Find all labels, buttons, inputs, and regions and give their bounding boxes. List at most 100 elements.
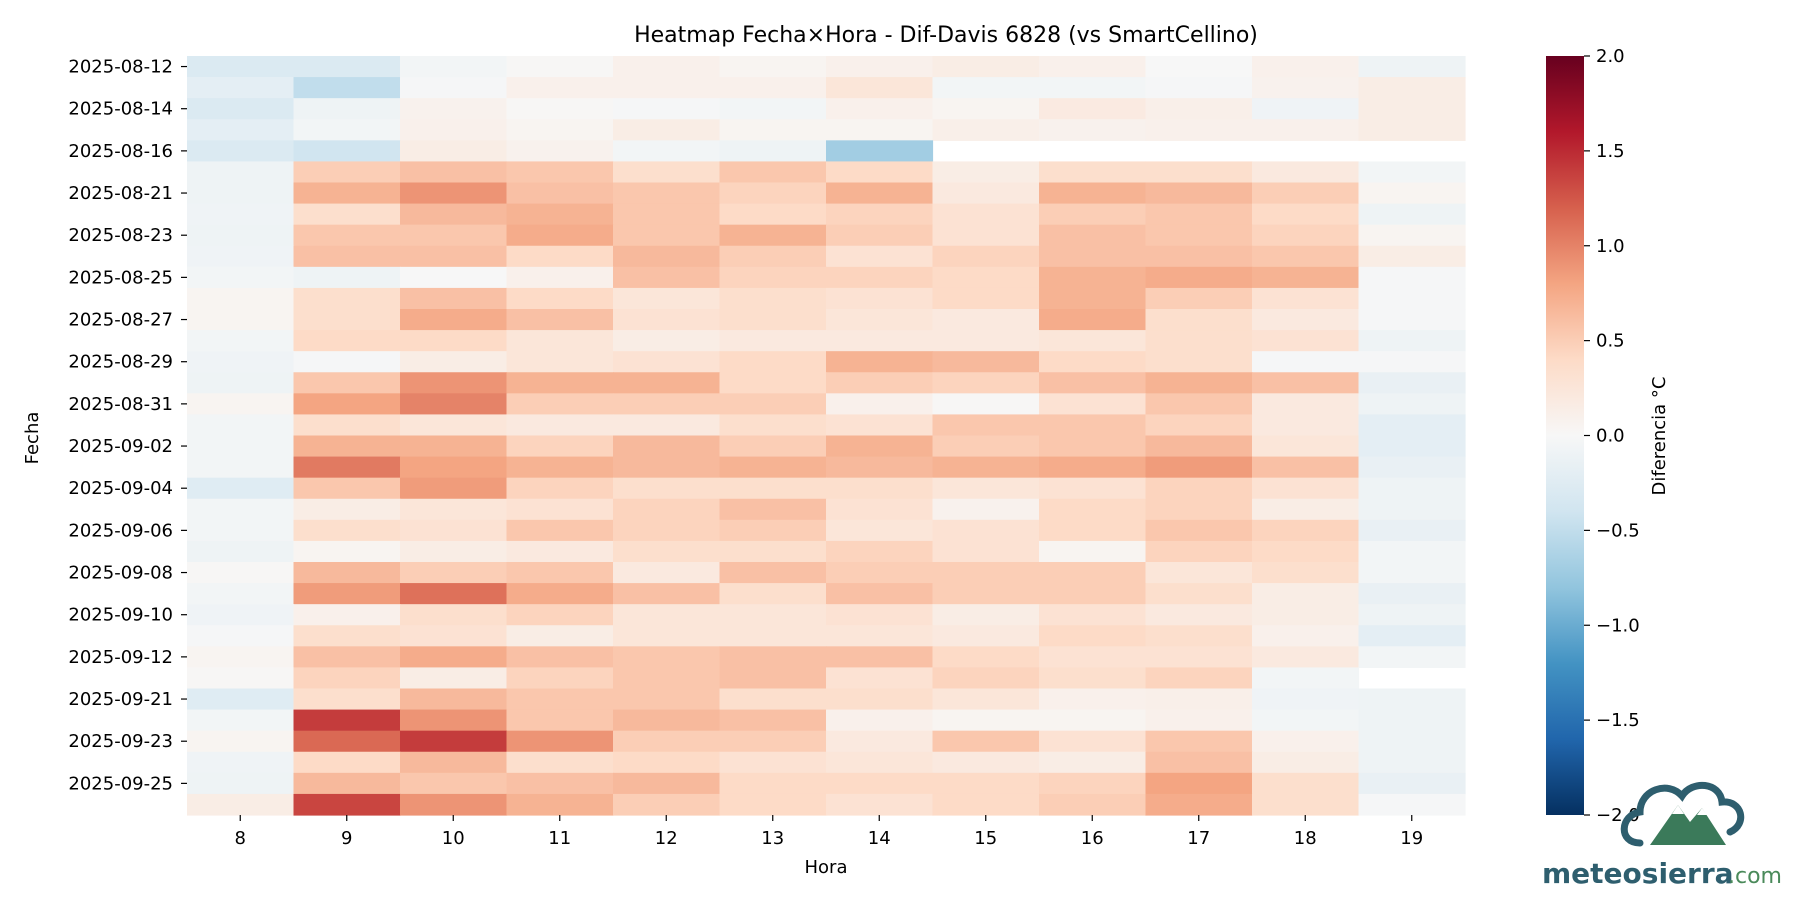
heatmap-cell [1358,266,1466,289]
heatmap-cell [1039,646,1147,669]
heatmap-cell [506,119,614,141]
heatmap-cell [932,730,1040,753]
heatmap-cell [506,245,614,268]
x-tick-label: 14 [868,828,891,849]
heatmap-cell [932,793,1040,816]
heatmap-cell [1145,182,1253,205]
heatmap-cell [826,730,934,753]
heatmap-cell [826,667,934,690]
heatmap-cell [1358,245,1466,268]
heatmap-cell [187,625,295,647]
heatmap-cell [1145,730,1253,753]
heatmap-cell [1252,77,1360,99]
heatmap-cell [1145,287,1253,310]
y-tick-label: 2025-08-21 [68,183,173,204]
heatmap-cell [400,519,508,542]
heatmap-cell [1039,224,1147,247]
heatmap-cell [1358,161,1466,184]
heatmap-cell [1252,98,1360,120]
heatmap-cell [932,98,1040,120]
colorbar-tick-label: 1.5 [1596,141,1625,162]
heatmap-cell [1145,793,1253,816]
heatmap-cell [719,646,827,669]
x-tick-label: 19 [1400,828,1423,849]
heatmap-cell [187,119,295,141]
heatmap-cell [826,182,934,205]
heatmap-cell [826,646,934,669]
heatmap-cell [1358,793,1466,816]
x-tick-label: 12 [655,828,678,849]
colorbar-tick-label: 0.0 [1596,426,1625,447]
colorbar-tick-label: −1.0 [1596,615,1640,636]
heatmap-cell [826,540,934,563]
heatmap-cell [1358,562,1466,584]
heatmap-cell [719,119,827,141]
heatmap-cell [400,287,508,310]
heatmap-cell [293,393,401,416]
heatmap-cell [506,393,614,416]
heatmap-cell [187,562,295,584]
heatmap-cell [1358,351,1466,373]
heatmap-cell [1039,583,1147,605]
y-tick-label: 2025-09-25 [68,773,173,794]
heatmap-cell [932,562,1040,584]
heatmap-cell [613,793,721,816]
heatmap-cell [719,77,827,99]
logo-text-main: meteosierra [1542,857,1734,890]
heatmap-cell [293,330,401,352]
heatmap-cell [719,583,827,605]
heatmap-cell [1039,182,1147,205]
heatmap-cell [1145,625,1253,647]
heatmap-cell [826,456,934,479]
colorbar-tick-label: −1.5 [1596,710,1640,731]
heatmap-cell [932,266,1040,289]
heatmap-cell [187,266,295,289]
x-axis-label: Hora [805,857,848,878]
heatmap-cell [613,667,721,690]
heatmap-cell [400,119,508,141]
heatmap-cell [1252,646,1360,669]
heatmap-cell [400,77,508,99]
heatmap-cell [293,730,401,753]
heatmap-cell [1252,287,1360,310]
heatmap-cell [932,583,1040,605]
heatmap-cell [613,203,721,226]
heatmap-cell [719,730,827,753]
heatmap-cell [506,372,614,394]
heatmap-cell [613,498,721,521]
heatmap-cell [826,772,934,795]
heatmap-cell [293,667,401,690]
heatmap-cell [506,309,614,331]
heatmap-cell [1358,730,1466,753]
heatmap-cell [1145,245,1253,268]
heatmap-cell [293,372,401,394]
x-tick-label: 18 [1294,828,1317,849]
heatmap-cell [1039,435,1147,458]
heatmap-cell [932,625,1040,647]
heatmap-cell [1039,414,1147,437]
heatmap-cell [1252,393,1360,416]
heatmap-cell [1358,519,1466,542]
heatmap-cell [1358,182,1466,205]
heatmap-cell [1145,266,1253,289]
heatmap-cell [719,351,827,373]
heatmap-cell [932,393,1040,416]
heatmap-cell [1039,330,1147,352]
x-tick-label: 8 [235,828,246,849]
heatmap-cell [506,456,614,479]
heatmap-cell [613,56,721,78]
heatmap-cell [1358,772,1466,795]
heatmap-cell [187,583,295,605]
heatmap-cell [293,625,401,647]
heatmap-cell [1358,456,1466,479]
heatmap-cell [1252,688,1360,711]
heatmap-cell [1145,498,1253,521]
heatmap-cell [932,203,1040,226]
y-axis-label: Fecha [22,412,43,465]
heatmap-cell [400,604,508,626]
heatmap-cell [719,330,827,352]
heatmap-cell [400,477,508,500]
heatmap-cell [613,245,721,268]
y-tick-label: 2025-09-12 [68,647,173,668]
heatmap-cell [1145,519,1253,542]
